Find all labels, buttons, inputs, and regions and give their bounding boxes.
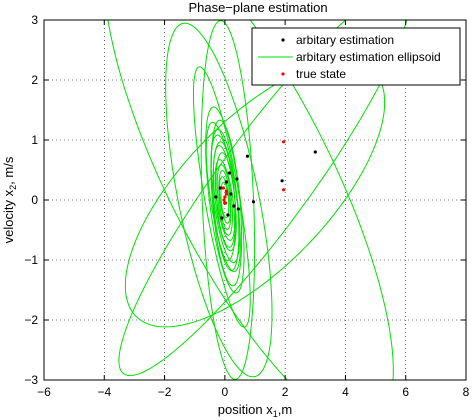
estimation-point — [218, 186, 222, 190]
estimation-point — [232, 204, 236, 208]
x-tick-label: 0 — [222, 385, 229, 399]
ellipsoid-curve — [210, 134, 241, 264]
ellipsoid-curve — [215, 152, 237, 248]
true-state-point — [223, 195, 227, 199]
axis-ticks: −6 −4 −2 0 2 4 6 8 −3 −2 −1 0 1 2 3 — [24, 13, 469, 399]
true-state-point — [224, 192, 228, 196]
estimation-point — [280, 179, 284, 183]
ellipsoid-curve — [200, 20, 256, 380]
y-tick-label: 3 — [31, 13, 38, 27]
true-state-point — [282, 140, 286, 144]
ellipsoid-curve — [205, 106, 245, 294]
true-state-point — [223, 201, 228, 205]
true-state-point — [221, 186, 225, 190]
true-state-point — [222, 198, 226, 202]
estimation-point — [227, 171, 231, 175]
true-state-point — [224, 189, 228, 193]
ellipse-series — [107, 20, 408, 380]
estimation-point — [251, 200, 256, 204]
chart-title: Phase−plane estimation — [188, 0, 327, 15]
ellipsoid-curve — [218, 170, 232, 230]
ellipsoid-curve — [214, 159, 236, 241]
ellipsoid-curve — [219, 176, 231, 224]
estimation-point — [245, 154, 250, 158]
legend-label-true-state: true state — [296, 67, 346, 81]
legend-label-ellipsoid: arbitary estimation ellipsoid — [296, 50, 441, 64]
estimation-point — [236, 207, 240, 211]
estimation-point — [226, 213, 230, 217]
estimation-point — [220, 216, 224, 220]
y-axis-label: velocity x2, m/s — [1, 156, 18, 243]
legend-marker-true-state — [281, 72, 285, 76]
estimation-point — [313, 150, 317, 154]
x-tick-label: −6 — [37, 385, 51, 399]
ellipsoid-curve — [216, 164, 233, 236]
y-tick-label: −3 — [24, 373, 38, 387]
x-axis-label: position x1,m — [218, 402, 292, 419]
x-tick-label: −2 — [158, 385, 172, 399]
ellipsoid-curve — [165, 22, 273, 378]
x-tick-label: 8 — [463, 385, 470, 399]
estimation-point — [224, 180, 228, 184]
y-tick-label: 2 — [31, 73, 38, 87]
estimation-point — [235, 177, 239, 181]
y-tick-label: −2 — [24, 313, 38, 327]
y-tick-label: 0 — [31, 193, 38, 207]
estimation-point — [229, 192, 233, 196]
true-state-point — [282, 188, 286, 192]
x-tick-label: −4 — [97, 385, 111, 399]
x-tick-label: 6 — [402, 385, 409, 399]
x-tick-label: 2 — [282, 385, 289, 399]
legend: arbitary estimation arbitary estimation … — [251, 27, 461, 86]
legend-label-estimation: arbitary estimation — [296, 33, 394, 47]
legend-marker-estimation — [281, 38, 285, 42]
estimation-point — [214, 195, 218, 199]
ellipsoid-curve — [107, 20, 394, 380]
y-tick-label: 1 — [31, 133, 38, 147]
point-series — [214, 140, 317, 220]
y-tick-label: −1 — [24, 253, 38, 267]
x-tick-label: 4 — [342, 385, 349, 399]
plot-area — [107, 20, 408, 380]
